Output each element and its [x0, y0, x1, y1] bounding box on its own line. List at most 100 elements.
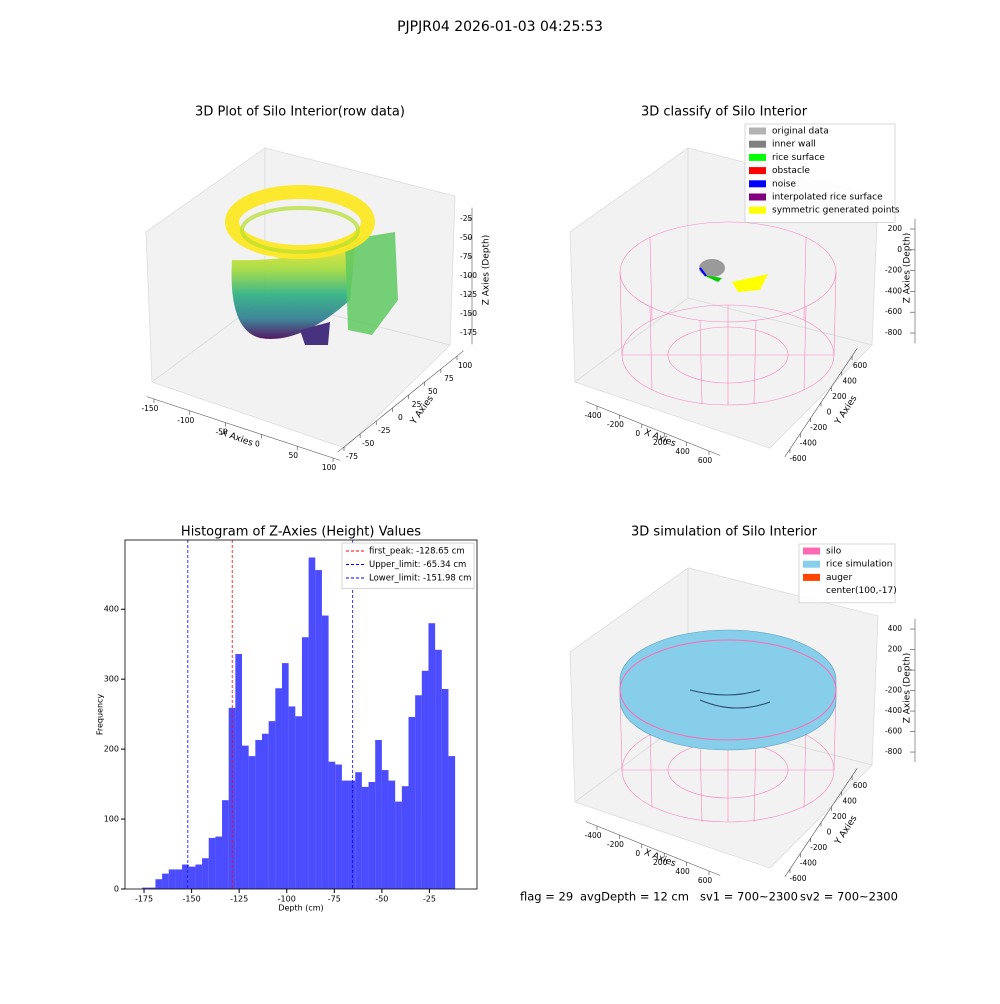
histogram-bar — [408, 716, 416, 889]
histogram-bar — [288, 706, 296, 889]
legend-label: noise — [772, 179, 796, 189]
z-axis-label: Z Axies (Depth) — [482, 235, 492, 306]
axis-line — [337, 350, 464, 453]
chart-title: 3D Plot of Silo Interior(row data) — [195, 105, 405, 120]
x-tick-label: 0 — [635, 429, 640, 438]
y-tick-label: 200 — [104, 745, 119, 754]
footer: flag = 29 avgDepth = 12 cm sv1 = 700~230… — [520, 890, 898, 904]
y-tick-label: -25 — [378, 426, 390, 435]
histogram-bar — [175, 869, 183, 889]
legend-swatch — [749, 153, 766, 161]
figure-title: PJPJR04 2026-01-03 04:25:53 — [397, 19, 603, 35]
legend-label: silo — [826, 547, 842, 557]
axes-frame — [124, 539, 478, 890]
z-tick-label: -400 — [885, 706, 902, 715]
x-tick-label: 200 — [653, 438, 668, 447]
silo-simulation — [619, 629, 837, 823]
legend-swatch — [749, 180, 766, 188]
y-tick-label: -400 — [800, 439, 817, 448]
legend-label: obstacle — [772, 166, 810, 176]
legend-swatch — [803, 547, 820, 555]
histogram-bar — [335, 764, 342, 889]
z-tick-label: -600 — [885, 307, 902, 316]
z-tick-label: 0 — [897, 665, 902, 674]
y-tick-label: 0 — [827, 828, 832, 837]
z-tick-label: -800 — [885, 328, 902, 337]
histogram-bar — [388, 780, 396, 889]
y-tick-label: 25 — [412, 400, 422, 409]
histogram-bar — [208, 837, 216, 889]
y-tick-label: 400 — [104, 605, 119, 614]
footer-text: avgDepth = 12 cm — [580, 890, 689, 904]
legend-swatch — [749, 193, 766, 201]
y-tick-label: 400 — [843, 377, 858, 386]
z-tick-label: 200 — [888, 645, 903, 654]
point-cloud — [225, 185, 398, 345]
histogram-bar — [168, 869, 176, 889]
axis-line — [585, 401, 721, 456]
histogram-bar — [155, 879, 163, 889]
histogram-bar — [248, 756, 256, 889]
y-tick-label: 200 — [832, 812, 847, 821]
x-tick-label: 100 — [322, 463, 337, 472]
histogram-bar — [348, 780, 356, 889]
histogram-bar — [415, 695, 422, 889]
y-tick-label: -400 — [800, 859, 817, 868]
histogram-bar — [242, 745, 249, 889]
z-tick-label: -175 — [460, 328, 477, 337]
legend-swatch — [749, 206, 766, 214]
x-tick-label: -25 — [423, 895, 436, 904]
histogram-bar — [182, 864, 189, 889]
x-tick-label: -175 — [135, 895, 153, 904]
x-tick-label: -125 — [230, 895, 248, 904]
histogram-bar — [381, 770, 389, 889]
histogram-bar — [228, 707, 236, 889]
y-tick-label: 0 — [827, 408, 832, 417]
histogram-bar — [315, 570, 322, 889]
legend-swatch — [803, 573, 820, 581]
x-tick-label: 600 — [698, 456, 713, 465]
legend-label: first_peak: -128.65 cm — [369, 547, 465, 557]
z-tick-label: -75 — [460, 252, 472, 261]
legend-label: Upper_limit: -65.34 cm — [369, 560, 466, 570]
x-tick-label: -100 — [177, 416, 194, 425]
histogram-bar — [162, 873, 169, 889]
x-tick-label: 400 — [675, 447, 690, 456]
y-tick-label: 300 — [104, 675, 119, 684]
histogram-bar — [328, 761, 336, 889]
x-tick-label: 0 — [635, 849, 640, 858]
histogram-bar — [295, 716, 302, 889]
legend-swatch — [749, 127, 766, 135]
y-tick-label: 0 — [398, 413, 403, 422]
x-tick-label: -50 — [215, 428, 227, 437]
z-tick-label: -200 — [885, 266, 902, 275]
legend-label: rice surface — [772, 153, 825, 163]
x-tick-label: 400 — [675, 867, 690, 876]
histogram-bar — [321, 615, 329, 889]
x-tick-label: 600 — [698, 876, 713, 885]
y-tick-label: -50 — [362, 439, 374, 448]
x-tick-label: -200 — [607, 840, 624, 849]
z-tick-label: -100 — [460, 271, 477, 280]
x-tick-label: 200 — [653, 858, 668, 867]
histogram-bar — [281, 663, 289, 889]
x-tick-label: -400 — [584, 831, 601, 840]
legend-label: symmetric generated points — [772, 206, 900, 216]
z-tick-label: -50 — [460, 233, 472, 242]
histogram-bar — [401, 786, 409, 889]
x-tick-label: -400 — [584, 411, 601, 420]
silo-wireframe — [619, 221, 837, 406]
histogram-bar — [195, 864, 203, 889]
x-tick-label: -150 — [141, 404, 158, 413]
x-tick-label: -75 — [328, 895, 341, 904]
histogram-bar — [441, 688, 449, 889]
legend-swatch — [803, 587, 820, 595]
z-axis-label: Z Axies (Depth) — [903, 233, 913, 304]
z-axis-label: Z Axies (Depth) — [903, 653, 913, 724]
histogram-bar — [222, 800, 229, 889]
chart-title: Histogram of Z-Axies (Height) Values — [181, 525, 421, 540]
y-axis-label: Y Axies — [408, 394, 436, 427]
y-tick-label: 400 — [843, 797, 858, 806]
histogram-bar — [148, 887, 156, 889]
z-tick-label: -800 — [885, 747, 902, 756]
